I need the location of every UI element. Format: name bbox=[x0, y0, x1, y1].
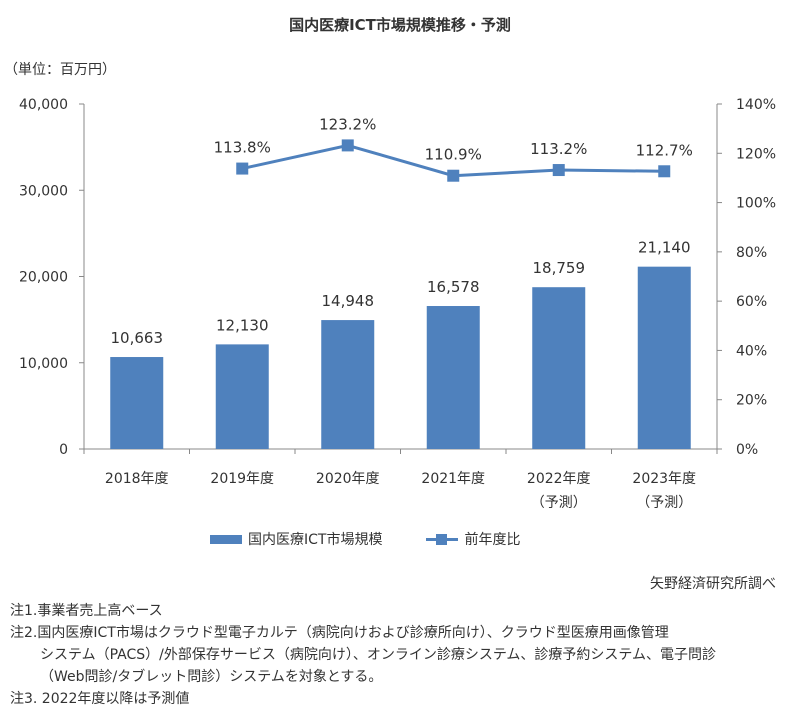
bar-value-label: 21,140 bbox=[638, 239, 691, 257]
x-tick-label: 2022年度 bbox=[527, 471, 591, 487]
bar-value-label: 16,578 bbox=[427, 278, 480, 296]
right-tick-label: 120% bbox=[736, 146, 776, 162]
note-3: 注3. 2022年度以降は予測値 bbox=[10, 691, 190, 707]
ratio-value-label: 113.8% bbox=[214, 139, 271, 157]
x-tick-label: 2021年度 bbox=[421, 471, 485, 487]
note-2-line-3: （Web問診/タブレット問診）システムを対象とする。 bbox=[40, 669, 383, 685]
right-tick-label: 100% bbox=[736, 196, 776, 212]
right-tick-label: 140% bbox=[736, 97, 776, 113]
note-2-line-2: システム（PACS）/外部保存サービス（病院向け）、オンライン診療システム、診療… bbox=[40, 647, 716, 663]
notes: 注1.事業者売上高ベース 注2.国内医療ICT市場はクラウド型電子カルテ（病院向… bbox=[10, 600, 790, 710]
left-tick-label: 20,000 bbox=[19, 270, 68, 286]
ratio-line bbox=[236, 139, 671, 182]
bar-value-label: 12,130 bbox=[216, 316, 269, 334]
axes: 0 10,000 20,000 30,000 40,000 0% 20% 40% 60% 80% 1… bbox=[19, 97, 776, 511]
legend-label-ratio: 前年度比 bbox=[464, 532, 521, 548]
right-tick-label: 80% bbox=[736, 245, 767, 261]
data-labels: 10,663 12,130 14,948 16,578 18,759 21,140 113.… bbox=[111, 115, 693, 347]
left-tick-label: 0 bbox=[59, 442, 68, 458]
ratio-point bbox=[447, 169, 460, 182]
chart-title: 国内医療ICT市場規模推移・予測 bbox=[289, 16, 511, 34]
legend-label-market: 国内医療ICT市場規模 bbox=[248, 532, 383, 548]
left-tick-label: 10,000 bbox=[19, 356, 68, 372]
bar bbox=[215, 344, 269, 449]
x-tick-label: （予測） bbox=[636, 495, 692, 511]
ratio-point bbox=[341, 139, 354, 152]
ratio-point bbox=[236, 162, 249, 175]
legend-item-ratio: 前年度比 bbox=[426, 529, 520, 549]
x-tick-label: 2018年度 bbox=[105, 471, 169, 487]
legend: 国内医療ICT市場規模 前年度比 bbox=[210, 529, 564, 549]
x-tick-label: 2020年度 bbox=[316, 471, 380, 487]
note-1: 注1.事業者売上高ベース bbox=[10, 603, 163, 619]
bars bbox=[110, 266, 691, 449]
x-tick-label: 2023年度 bbox=[632, 471, 696, 487]
bar bbox=[110, 357, 164, 449]
legend-item-market: 国内医療ICT市場規模 bbox=[210, 529, 382, 549]
ratio-value-label: 113.2% bbox=[530, 140, 587, 158]
bar-value-label: 14,948 bbox=[322, 292, 375, 310]
ratio-point bbox=[552, 164, 565, 177]
x-tick-label: 2019年度 bbox=[210, 471, 274, 487]
right-tick-label: 0% bbox=[736, 442, 758, 458]
legend-line-swatch bbox=[426, 533, 459, 545]
ratio-value-label: 123.2% bbox=[319, 115, 376, 133]
left-tick-label: 40,000 bbox=[19, 97, 68, 113]
note-2-line-1: 注2.国内医療ICT市場はクラウド型電子カルテ（病院向けおよび診療所向け）、クラ… bbox=[10, 625, 669, 641]
right-tick-label: 40% bbox=[736, 343, 767, 359]
unit-label: （単位：百万円） bbox=[4, 62, 116, 78]
chart: 0 10,000 20,000 30,000 40,000 0% 20% 40% 60% 80% 1… bbox=[19, 97, 776, 511]
legend-bar-swatch bbox=[210, 534, 242, 544]
bar bbox=[321, 320, 375, 449]
bar-value-label: 18,759 bbox=[533, 259, 586, 277]
bar bbox=[426, 306, 480, 449]
left-tick-label: 30,000 bbox=[19, 183, 68, 199]
right-tick-label: 20% bbox=[736, 393, 767, 409]
right-tick-label: 60% bbox=[736, 294, 767, 310]
bar bbox=[637, 266, 691, 449]
x-tick-label: （予測） bbox=[531, 495, 587, 511]
bar bbox=[532, 287, 586, 449]
ratio-value-label: 112.7% bbox=[636, 141, 693, 159]
bar-value-label: 10,663 bbox=[111, 329, 164, 347]
ratio-point bbox=[658, 165, 671, 178]
source-credit: 矢野経済研究所調べ bbox=[650, 576, 776, 592]
ratio-value-label: 110.9% bbox=[425, 146, 482, 164]
